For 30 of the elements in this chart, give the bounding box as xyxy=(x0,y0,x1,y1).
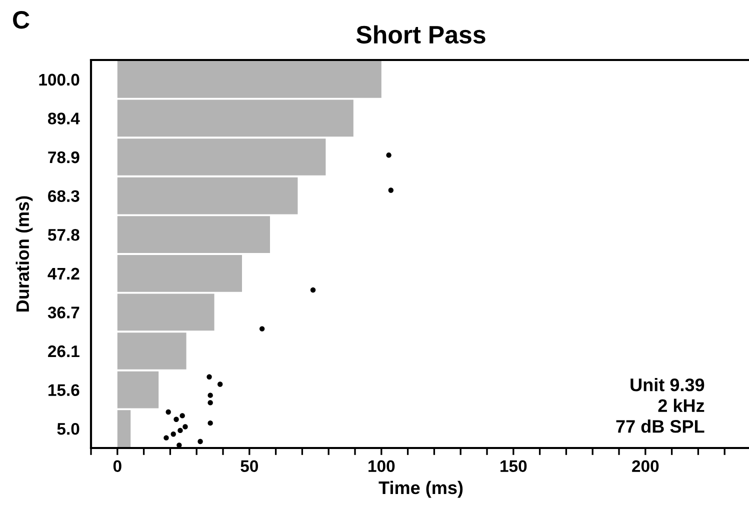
bar xyxy=(117,177,298,214)
annotation: Unit 9.39 2 kHz 77 dB SPL xyxy=(616,378,704,433)
y-tick-label: 57.8 xyxy=(48,229,80,241)
bar xyxy=(117,410,131,448)
y-tick-label: 26.1 xyxy=(48,345,80,358)
y-tick-label: 100.0 xyxy=(39,74,80,86)
y-tick-label: 47.2 xyxy=(48,268,80,280)
x-tick-label: 150 xyxy=(500,460,527,472)
x-tick-label: 100 xyxy=(368,460,395,472)
y-tick-label: 5.0 xyxy=(57,423,80,435)
y-tick-label: 78.9 xyxy=(48,151,80,164)
bar xyxy=(117,254,242,292)
x-tick-label: 200 xyxy=(632,460,659,472)
bar xyxy=(117,294,214,331)
bar xyxy=(117,371,159,408)
y-tick-label: 36.7 xyxy=(48,306,80,318)
bar xyxy=(117,60,382,98)
x-tick-label: 50 xyxy=(240,460,258,472)
chart-title: Short Pass xyxy=(356,25,486,44)
bar xyxy=(117,138,326,176)
bar xyxy=(117,100,354,137)
y-tick-label: 15.6 xyxy=(48,384,80,396)
y-tick-label: 68.3 xyxy=(48,190,80,202)
x-axis-title: Time (ms) xyxy=(378,480,463,498)
y-tick-label: 89.4 xyxy=(48,112,80,124)
bar xyxy=(117,216,270,254)
y-axis-title: Duration (ms) xyxy=(16,196,33,312)
text: C xyxy=(13,11,30,29)
bar xyxy=(117,332,186,370)
x-tick-label: 0 xyxy=(113,460,122,472)
